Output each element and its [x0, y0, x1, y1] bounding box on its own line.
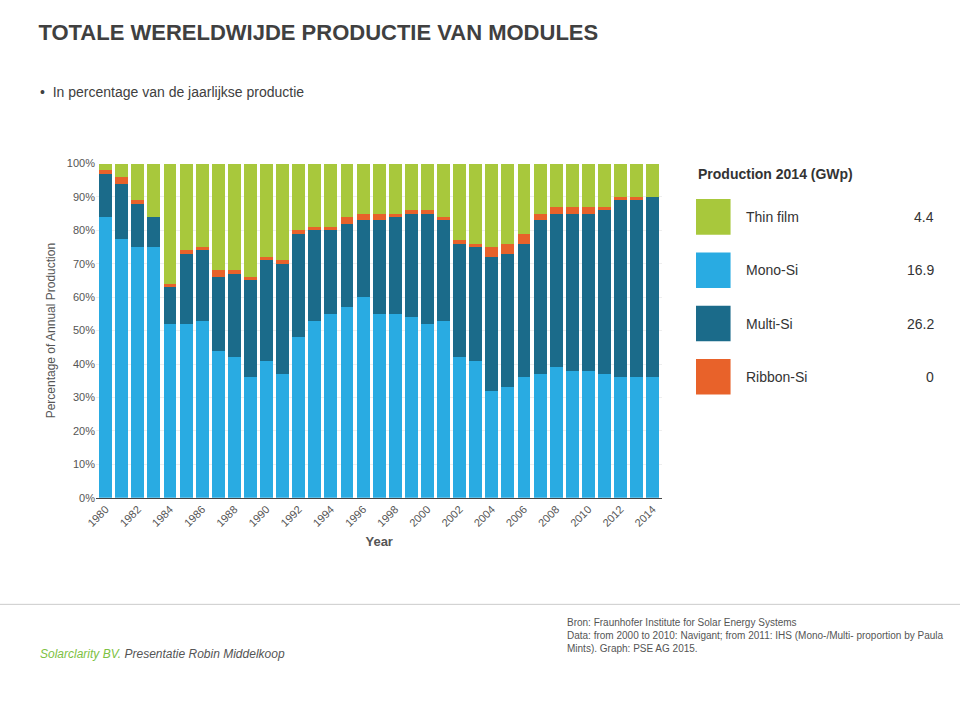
svg-text:40%: 40% — [73, 358, 95, 370]
svg-text:TOTALE WERELDWIJDE PRODUCTIE V: TOTALE WERELDWIJDE PRODUCTIE VAN MODULES — [38, 20, 598, 45]
svg-text:16.9: 16.9 — [907, 262, 934, 278]
svg-text:90%: 90% — [73, 191, 95, 203]
svg-text:Production 2014 (GWp): Production 2014 (GWp) — [698, 166, 853, 182]
svg-text:2010: 2010 — [568, 503, 594, 529]
svg-text:2008: 2008 — [536, 503, 562, 529]
svg-text:1982: 1982 — [117, 503, 143, 529]
svg-text:1994: 1994 — [310, 503, 336, 529]
svg-text:4.4: 4.4 — [914, 209, 934, 225]
svg-text:Thin film: Thin film — [746, 209, 799, 225]
svg-text:Percentage of Annual Productio: Percentage of Annual Production — [44, 243, 58, 418]
svg-text:• In percentage van de jaarli: • In percentage van de jaarlijkse produc… — [40, 84, 304, 100]
svg-text:2006: 2006 — [504, 503, 530, 529]
svg-text:0%: 0% — [79, 492, 95, 504]
svg-text:Bron: Fraunhofer Institute for: Bron: Fraunhofer Institute for Solar Ene… — [567, 617, 944, 654]
svg-text:2000: 2000 — [407, 503, 433, 529]
svg-text:1992: 1992 — [278, 503, 304, 529]
svg-text:2002: 2002 — [439, 503, 465, 529]
svg-text:Mono-Si: Mono-Si — [746, 262, 798, 278]
svg-text:1980: 1980 — [85, 503, 111, 529]
svg-text:2012: 2012 — [600, 503, 626, 529]
svg-text:26.2: 26.2 — [907, 316, 934, 332]
svg-text:80%: 80% — [73, 224, 95, 236]
svg-text:Solarclarity BV. Presentatie R: Solarclarity BV. Presentatie Robin Midde… — [40, 647, 285, 661]
svg-text:60%: 60% — [73, 291, 95, 303]
svg-text:2014: 2014 — [632, 503, 658, 529]
svg-text:1990: 1990 — [246, 503, 272, 529]
svg-text:30%: 30% — [73, 391, 95, 403]
svg-text:50%: 50% — [73, 324, 95, 336]
svg-text:2004: 2004 — [471, 503, 497, 529]
svg-text:20%: 20% — [73, 425, 95, 437]
svg-text:Multi-Si: Multi-Si — [746, 316, 793, 332]
svg-text:70%: 70% — [73, 258, 95, 270]
svg-text:0: 0 — [926, 369, 934, 385]
svg-text:1988: 1988 — [214, 503, 240, 529]
svg-text:Year: Year — [365, 534, 392, 549]
svg-text:100%: 100% — [67, 157, 95, 169]
svg-text:1998: 1998 — [375, 503, 401, 529]
svg-text:1996: 1996 — [343, 503, 369, 529]
svg-text:1986: 1986 — [182, 503, 208, 529]
svg-text:10%: 10% — [73, 458, 95, 470]
svg-text:1984: 1984 — [150, 503, 176, 529]
svg-text:Ribbon-Si: Ribbon-Si — [746, 369, 807, 385]
